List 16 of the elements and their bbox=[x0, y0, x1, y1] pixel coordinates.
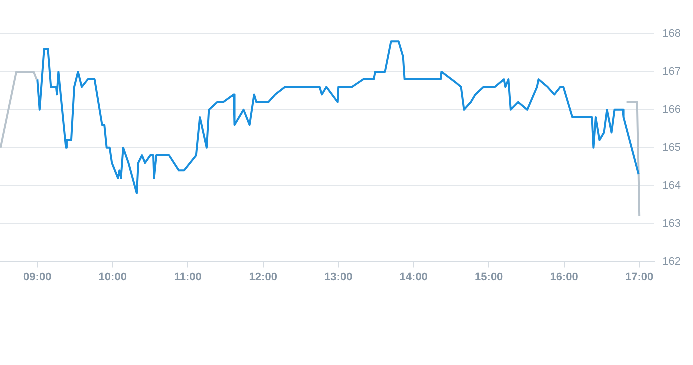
y-tick-label: 162 bbox=[662, 256, 682, 268]
y-tick-label: 165 bbox=[662, 142, 682, 154]
x-tick-label: 13:00 bbox=[324, 271, 353, 284]
x-tick-label: 16:00 bbox=[550, 271, 578, 284]
y-tick-label: 167 bbox=[662, 66, 682, 78]
x-tick-label: 10:00 bbox=[98, 271, 127, 284]
x-tick-label: 17:00 bbox=[626, 271, 654, 284]
x-tick-label: 14:00 bbox=[400, 271, 428, 284]
x-tick-label: 12:00 bbox=[249, 271, 278, 284]
x-tick-label: 11:00 bbox=[174, 271, 202, 284]
y-tick-label: 166 bbox=[662, 104, 682, 116]
y-tick-label: 168 bbox=[662, 28, 682, 40]
x-tick-label: 09:00 bbox=[24, 271, 52, 284]
x-tick-label: 15:00 bbox=[475, 271, 504, 284]
y-tick-label: 163 bbox=[662, 218, 682, 230]
y-tick-label: 164 bbox=[662, 180, 682, 192]
